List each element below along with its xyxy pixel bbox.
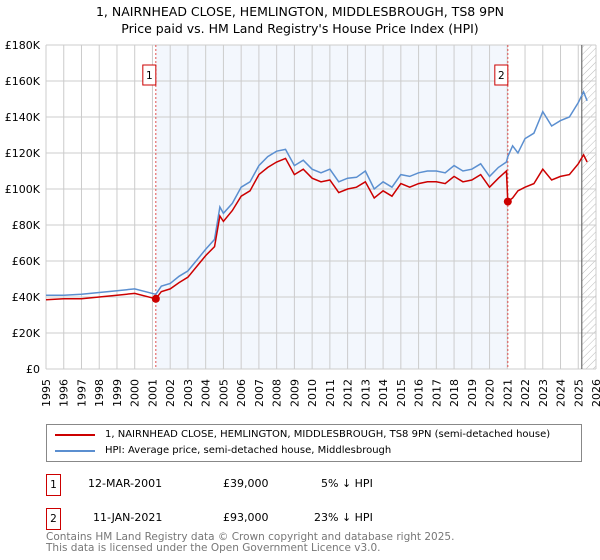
sale-row: 2 11-JAN-2021 £93,000 23% ↓ HPI — [46, 508, 446, 530]
sale-price: £39,000 — [223, 477, 269, 490]
legend-label: HPI: Average price, semi-detached house,… — [105, 445, 392, 456]
legend-item-hpi: HPI: Average price, semi-detached house,… — [55, 445, 391, 456]
y-tick-label: £60K — [12, 255, 41, 268]
forecast-hatch — [581, 45, 596, 369]
x-tick-label: 2007 — [253, 379, 266, 407]
y-tick-label: £0 — [26, 363, 40, 376]
footer: Contains HM Land Registry data © Crown c… — [46, 532, 454, 554]
x-tick-label: 2018 — [448, 379, 461, 407]
x-tick-label: 1999 — [111, 379, 124, 407]
x-tick-label: 2026 — [590, 379, 600, 407]
sale-date: 11-JAN-2021 — [93, 511, 163, 524]
x-tick-label: 2006 — [235, 379, 248, 407]
x-tick-label: 2016 — [413, 379, 426, 407]
hpi-line — [46, 89, 588, 296]
legend-swatch-blue — [55, 449, 95, 452]
x-tick-label: 2025 — [572, 379, 585, 407]
footer-copyright: Contains HM Land Registry data © Crown c… — [46, 531, 455, 543]
y-tick-label: £140K — [5, 111, 41, 124]
x-tick-label: 1997 — [75, 379, 88, 407]
x-tick-label: 2001 — [146, 379, 159, 407]
x-tick-label: 2011 — [324, 379, 337, 407]
x-tick-label: 2019 — [466, 379, 479, 407]
sale-hpi-diff: 23% ↓ HPI — [314, 511, 373, 524]
legend-item-property: 1, NAIRNHEAD CLOSE, HEMLINGTON, MIDDLESB… — [55, 429, 550, 440]
x-tick-label: 2015 — [395, 379, 408, 407]
y-tick-label: £20K — [12, 327, 41, 340]
x-tick-label: 2013 — [359, 379, 372, 407]
x-tick-label: 2020 — [484, 379, 497, 407]
sale-point — [151, 294, 160, 303]
y-tick-label: £120K — [5, 147, 41, 160]
sale-row: 1 12-MAR-2001 £39,000 5% ↓ HPI — [46, 474, 446, 496]
x-tick-label: 2021 — [501, 379, 514, 407]
sale-badge: 1 — [46, 474, 61, 496]
chart-subtitle: Price paid vs. HM Land Registry's House … — [121, 21, 479, 36]
x-tick-label: 1996 — [58, 379, 71, 407]
sale-price: £93,000 — [223, 511, 269, 524]
x-tick-label: 2022 — [519, 379, 532, 407]
x-tick-label: 1995 — [40, 379, 53, 407]
legend-swatch-red — [55, 433, 95, 436]
annotation-label: 2 — [498, 70, 505, 82]
y-tick-label: £40K — [12, 291, 41, 304]
y-tick-label: £80K — [12, 219, 41, 232]
x-tick-label: 2009 — [288, 379, 301, 407]
annotation-box — [142, 64, 157, 86]
annotation-box — [494, 64, 509, 86]
x-tick-label: 2023 — [537, 379, 550, 407]
x-tick-label: 2024 — [555, 379, 568, 407]
x-tick-label: 2003 — [182, 379, 195, 407]
chart-title: 1, NAIRNHEAD CLOSE, HEMLINGTON, MIDDLESB… — [95, 4, 505, 19]
x-tick-label: 2004 — [200, 379, 213, 407]
legend: 1, NAIRNHEAD CLOSE, HEMLINGTON, MIDDLESB… — [46, 424, 582, 462]
y-tick-label: £160K — [5, 75, 41, 88]
x-tick-label: 2005 — [217, 379, 230, 407]
x-tick-label: 2010 — [306, 379, 319, 407]
legend-label: 1, NAIRNHEAD CLOSE, HEMLINGTON, MIDDLESB… — [105, 429, 551, 440]
x-tick-label: 2012 — [342, 379, 355, 407]
y-tick-label: £180K — [5, 39, 41, 52]
footer-licence: This data is licensed under the Open Gov… — [46, 542, 381, 554]
sale-point — [503, 197, 512, 206]
y-tick-label: £100K — [5, 183, 41, 196]
x-tick-label: 1998 — [93, 379, 106, 407]
sale-badge: 2 — [46, 508, 61, 530]
x-tick-label: 2008 — [271, 379, 284, 407]
x-tick-label: 2017 — [430, 379, 443, 407]
price-paid-line — [45, 153, 588, 301]
price-chart: 1995 1996 1997 1998 1999 2000 2001 2002 2003 2004… — [5, 39, 600, 407]
x-tick-label: 2014 — [377, 379, 390, 407]
shaded-period — [155, 45, 508, 369]
x-tick-label: 2002 — [164, 379, 177, 407]
sale-date: 12-MAR-2001 — [88, 477, 163, 490]
annotation-label: 1 — [146, 70, 153, 82]
sale-hpi-diff: 5% ↓ HPI — [321, 477, 373, 490]
x-tick-label: 2000 — [129, 379, 142, 407]
